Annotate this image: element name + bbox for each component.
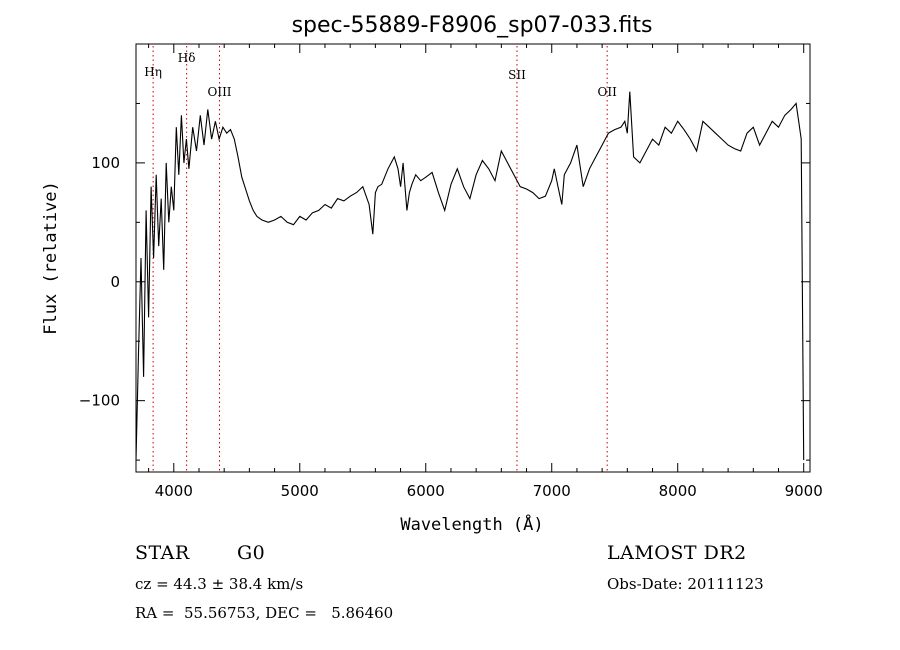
x-tick-label: 4000 bbox=[155, 482, 193, 500]
line-marker-label: Hδ bbox=[178, 51, 196, 65]
line-marker-label: OII bbox=[598, 85, 618, 99]
redshift-velocity: cz = 44.3 ± 38.4 km/s bbox=[135, 575, 304, 593]
object-type: STAR bbox=[135, 542, 190, 564]
chart-title: spec-55889-F8906_sp07-033.fits bbox=[292, 13, 653, 38]
x-tick-label: 8000 bbox=[659, 482, 697, 500]
spectrum-series bbox=[135, 91, 805, 461]
plot-frame bbox=[135, 43, 811, 473]
line-marker-label: Hη bbox=[144, 65, 162, 79]
observation-date: Obs-Date: 20111123 bbox=[607, 575, 764, 593]
line-marker-label: OIII bbox=[207, 85, 231, 99]
survey-name: LAMOST DR2 bbox=[607, 542, 747, 564]
x-tick-label: 7000 bbox=[533, 482, 571, 500]
y-axis-label: Flux (relative) bbox=[41, 181, 61, 335]
spectral-subclass: G0 bbox=[237, 542, 266, 564]
x-tick-label: 5000 bbox=[281, 482, 319, 500]
x-axis-label: Wavelength (Å) bbox=[400, 513, 543, 535]
line-marker-label: SII bbox=[508, 68, 526, 82]
y-tick-label: −100 bbox=[79, 392, 120, 410]
y-tick-label: 0 bbox=[110, 273, 120, 291]
x-tick-label: 6000 bbox=[407, 482, 445, 500]
y-tick-label: 100 bbox=[91, 154, 120, 172]
sky-coordinates: RA = 55.56753, DEC = 5.86460 bbox=[135, 604, 394, 622]
x-tick-label: 9000 bbox=[785, 482, 823, 500]
